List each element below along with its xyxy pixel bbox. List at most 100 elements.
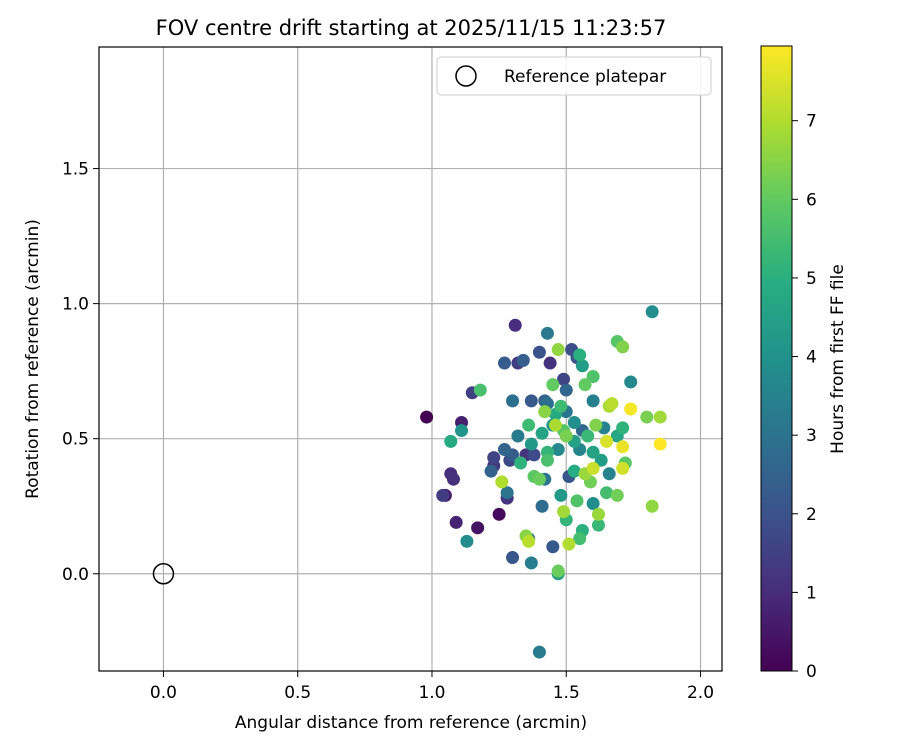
colorbar-tick-label: 7 <box>806 112 817 132</box>
colorbar-ticks: 0 1 2 3 4 5 6 7 <box>792 112 817 682</box>
data-point <box>532 645 546 659</box>
data-point <box>581 429 595 443</box>
data-point <box>589 418 603 432</box>
data-point <box>527 448 541 462</box>
plot-frame <box>98 46 723 672</box>
data-point <box>546 378 560 392</box>
data-point <box>449 515 463 529</box>
data-point <box>524 394 538 408</box>
colorbar-tick-label: 0 <box>806 662 817 682</box>
colorbar: 0 1 2 3 4 5 6 7 Hours from first FF file <box>760 45 848 682</box>
data-point <box>551 442 565 456</box>
data-point <box>546 540 560 554</box>
data-point <box>514 456 528 470</box>
x-tick-label: 1.0 <box>418 683 445 703</box>
x-tick-label: 0.5 <box>284 683 311 703</box>
data-point <box>540 453 554 467</box>
data-point <box>554 488 568 502</box>
data-point <box>640 410 654 424</box>
data-point <box>586 461 600 475</box>
data-point <box>557 505 571 519</box>
y-axis-label: Rotation from reference (arcmin) <box>23 219 43 499</box>
data-point <box>610 488 624 502</box>
chart-title: FOV centre drift starting at 2025/11/15 … <box>156 16 667 40</box>
y-tick-label: 1.0 <box>62 295 89 315</box>
data-point <box>605 397 619 411</box>
legend-marker <box>455 65 477 87</box>
data-point <box>420 410 434 424</box>
data-point <box>506 551 520 565</box>
y-axis-ticks: 0.0 0.5 1.0 1.5 <box>62 160 99 585</box>
data-point <box>492 507 506 521</box>
colorbar-gradient <box>760 45 793 672</box>
data-point <box>508 318 522 332</box>
data-point <box>559 383 573 397</box>
data-point <box>600 486 614 500</box>
data-point <box>532 472 546 486</box>
colorbar-tick-label: 6 <box>806 190 817 210</box>
data-point <box>455 424 469 438</box>
x-axis-ticks: 0.0 0.5 1.0 1.5 2.0 <box>150 671 714 703</box>
x-tick-label: 0.0 <box>150 683 177 703</box>
data-point <box>602 467 616 481</box>
data-point <box>567 415 581 429</box>
data-point <box>624 402 638 416</box>
colorbar-tick-label: 1 <box>806 583 817 603</box>
data-point <box>616 461 630 475</box>
colorbar-tick-label: 4 <box>806 348 817 368</box>
x-tick-label: 1.5 <box>553 683 580 703</box>
x-tick-label: 2.0 <box>687 683 714 703</box>
data-point <box>645 499 659 513</box>
data-point <box>522 534 536 548</box>
data-point <box>600 434 614 448</box>
data-point <box>444 434 458 448</box>
data-point <box>573 348 587 362</box>
data-point <box>532 345 546 359</box>
data-point <box>586 497 600 511</box>
data-point <box>591 518 605 532</box>
data-point <box>446 472 460 486</box>
data-point <box>594 453 608 467</box>
data-point <box>473 383 487 397</box>
reference-point-marker <box>152 563 175 585</box>
data-point <box>460 534 474 548</box>
data-point <box>535 499 549 513</box>
data-point <box>653 437 667 451</box>
data-point <box>543 356 557 370</box>
data-point <box>497 442 511 456</box>
data-point <box>487 451 501 465</box>
data-point <box>506 394 520 408</box>
colorbar-tick-label: 3 <box>806 426 817 446</box>
data-point <box>578 378 592 392</box>
data-point <box>497 356 511 370</box>
colorbar-tick-label: 2 <box>806 505 817 525</box>
data-point <box>586 394 600 408</box>
data-point <box>591 507 605 521</box>
data-point <box>551 564 565 578</box>
data-point <box>535 426 549 440</box>
data-point <box>557 372 571 386</box>
data-point <box>562 537 576 551</box>
data-point <box>616 340 630 354</box>
y-tick-label: 0.5 <box>62 430 89 450</box>
data-point <box>484 464 498 478</box>
data-point <box>616 440 630 454</box>
data-point <box>549 418 563 432</box>
legend-box <box>436 56 712 96</box>
data-point <box>522 418 536 432</box>
data-point <box>653 410 667 424</box>
data-point <box>471 521 485 535</box>
data-point <box>570 494 584 508</box>
data-point <box>616 421 630 435</box>
data-point <box>573 532 587 546</box>
data-point <box>586 445 600 459</box>
data-point <box>624 375 638 389</box>
data-point <box>551 343 565 357</box>
data-point <box>645 305 659 319</box>
data-points <box>152 305 667 659</box>
data-point <box>516 353 530 367</box>
data-point <box>500 486 514 500</box>
data-point <box>554 399 568 413</box>
data-point <box>575 359 589 373</box>
